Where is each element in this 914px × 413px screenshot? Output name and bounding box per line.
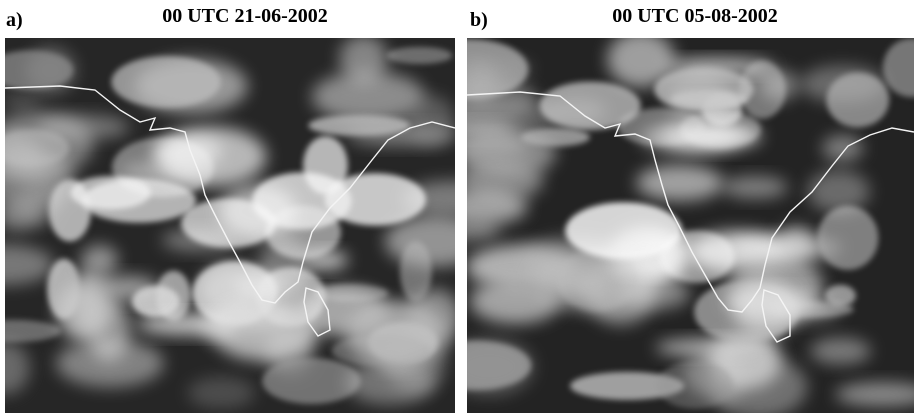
page: {"panels": [ {"label": "a)", "title": "0… <box>0 0 914 413</box>
cloud <box>346 301 444 366</box>
cloud <box>656 338 769 357</box>
cloud <box>807 170 869 213</box>
cloud <box>219 185 297 239</box>
cloud <box>826 73 889 128</box>
cloud <box>211 301 318 360</box>
satellite-image <box>411 31 914 413</box>
cloud <box>111 56 220 107</box>
cloud <box>810 338 871 364</box>
cloud <box>162 229 236 251</box>
cloud <box>565 202 682 259</box>
cloud <box>339 35 387 83</box>
cloud <box>302 251 347 270</box>
cloud <box>444 338 533 396</box>
cloud <box>345 360 435 405</box>
cloud <box>636 165 723 201</box>
figure: a) 00 UTC 21-06-2002 b) 00 UTC 05-08-200… <box>0 0 914 413</box>
panel-title: 00 UTC 21-06-2002 <box>162 5 328 27</box>
cloud <box>188 377 255 409</box>
cloud <box>387 47 453 64</box>
cloud <box>722 176 788 198</box>
cloud <box>303 136 348 194</box>
cloud <box>157 127 266 187</box>
cloud <box>734 277 799 338</box>
cloud <box>822 135 863 161</box>
panel-label: a) <box>6 9 23 31</box>
cloud <box>57 282 109 341</box>
cloud <box>451 135 529 157</box>
cloud <box>540 82 641 130</box>
cloud <box>761 70 798 101</box>
cloud <box>2 91 42 111</box>
panel-title: 00 UTC 05-08-2002 <box>612 5 778 27</box>
cloud <box>613 252 675 274</box>
cloud <box>817 206 878 270</box>
panel-label: b) <box>470 9 488 31</box>
cloud <box>308 115 410 136</box>
cloud <box>470 279 561 324</box>
cloud <box>778 226 814 260</box>
cloud <box>654 67 753 111</box>
cloud <box>657 361 733 408</box>
cloud <box>406 95 454 145</box>
satellite-image <box>0 35 502 413</box>
